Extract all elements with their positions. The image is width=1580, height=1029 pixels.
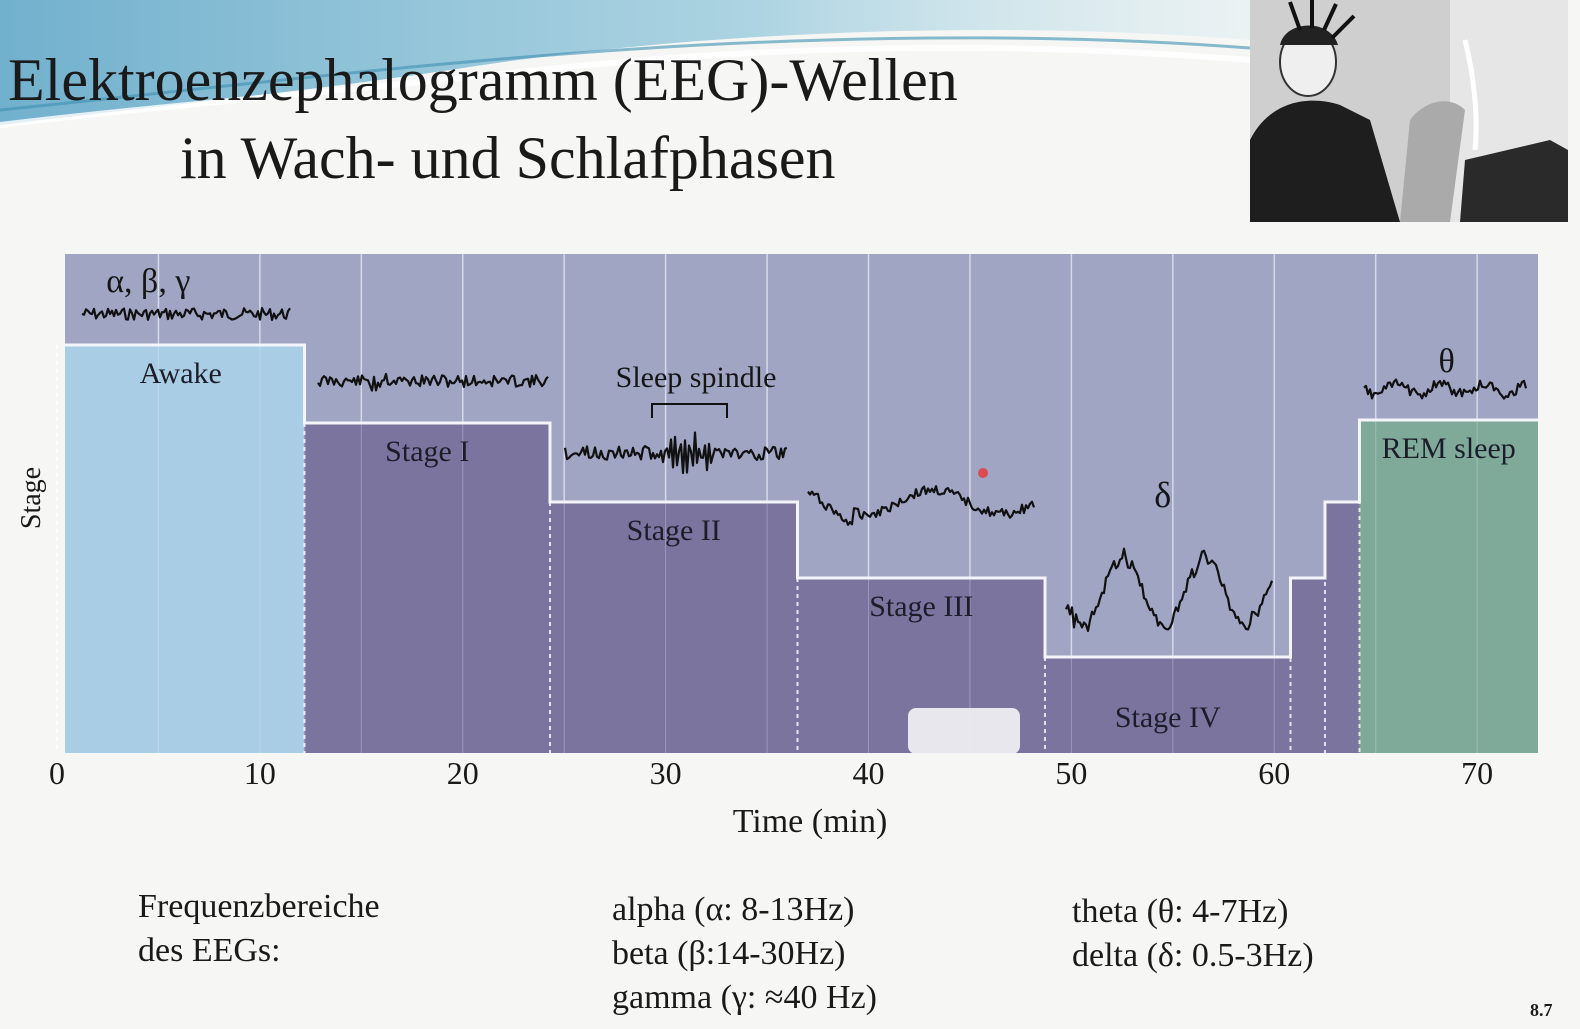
stage-label: Stage IV: [1115, 701, 1221, 734]
stage-2-trace: [807, 485, 1036, 526]
eeg-subject-photo: [1250, 0, 1568, 222]
stage-1-trace: [317, 372, 549, 392]
frequency-bands-column-1: alpha (α: 8-13Hz) beta (β:14-30Hz) gamma…: [612, 888, 877, 1020]
x-tick-label: 30: [650, 755, 682, 791]
stage-block: [549, 502, 798, 753]
stage-label: Stage I: [385, 435, 469, 468]
sleep-spindle-trace: [563, 431, 788, 475]
slide-title-line-1: Elektroenzephalogramm (EEG)-Wellen: [8, 47, 958, 113]
x-tick-label: 50: [1055, 755, 1087, 791]
hypnogram-chart: Awake Stage I Stage II Stage III Stage IV REM…: [16, 254, 1538, 840]
gamma-band: gamma (γ: ≈40 Hz): [612, 979, 877, 1016]
frequency-bands-column-2: theta (θ: 4-7Hz) delta (δ: 0.5-3Hz): [1072, 890, 1314, 978]
wave-annotation: θ: [1439, 343, 1455, 380]
stage-label: Stage III: [869, 590, 973, 623]
page-number: 8.7: [1530, 1000, 1553, 1020]
wave-annotation: α, β, γ: [106, 263, 190, 300]
stage-block: [1290, 578, 1325, 753]
pointer-marker: [978, 468, 988, 478]
x-tick-label: 10: [244, 755, 276, 791]
alpha-band: alpha (α: 8-13Hz): [612, 891, 855, 928]
stage-label: Awake: [140, 357, 222, 390]
x-tick-label: 20: [447, 755, 479, 791]
x-tick-label: 40: [853, 755, 885, 791]
wave-annotation: δ: [1154, 475, 1171, 515]
frequency-bands-label-line-1: Frequenzbereiche: [138, 888, 380, 925]
wave-annotation: Sleep spindle: [616, 361, 777, 394]
frequency-bands-label-line-2: des EEGs:: [138, 932, 281, 969]
x-axis-label: Time (min): [733, 803, 888, 840]
delta-wave-trace: [1065, 547, 1274, 632]
theta-band: theta (θ: 4-7Hz): [1072, 893, 1289, 930]
y-axis-label: Stage: [16, 467, 47, 529]
stage-label: Stage II: [627, 514, 721, 547]
alpha-beta-gamma-trace: [81, 307, 291, 321]
stage-block: [1324, 502, 1360, 753]
stage-block: [65, 345, 305, 753]
frequency-bands-heading: Frequenzbereiche des EEGs:: [138, 885, 380, 973]
stage-label: REM sleep: [1382, 432, 1516, 465]
slide-title-line-2: in Wach- und Schlafphasen: [180, 125, 836, 191]
stage-block: [1045, 657, 1291, 753]
delta-band: delta (δ: 0.5-3Hz): [1072, 937, 1314, 974]
header-banner: [0, 0, 1251, 128]
blurred-overlay: [908, 708, 1020, 754]
beta-band: beta (β:14-30Hz): [612, 935, 846, 972]
stage-block: [304, 423, 550, 753]
x-tick-label: 70: [1461, 755, 1493, 791]
hypnogram-step-line: [65, 343, 1538, 659]
theta-wave-trace: [1363, 378, 1528, 400]
spindle-bracket: [651, 403, 728, 418]
stage-block: [1359, 420, 1538, 753]
x-tick-label: 60: [1258, 755, 1290, 791]
x-tick-label: 0: [49, 755, 65, 791]
